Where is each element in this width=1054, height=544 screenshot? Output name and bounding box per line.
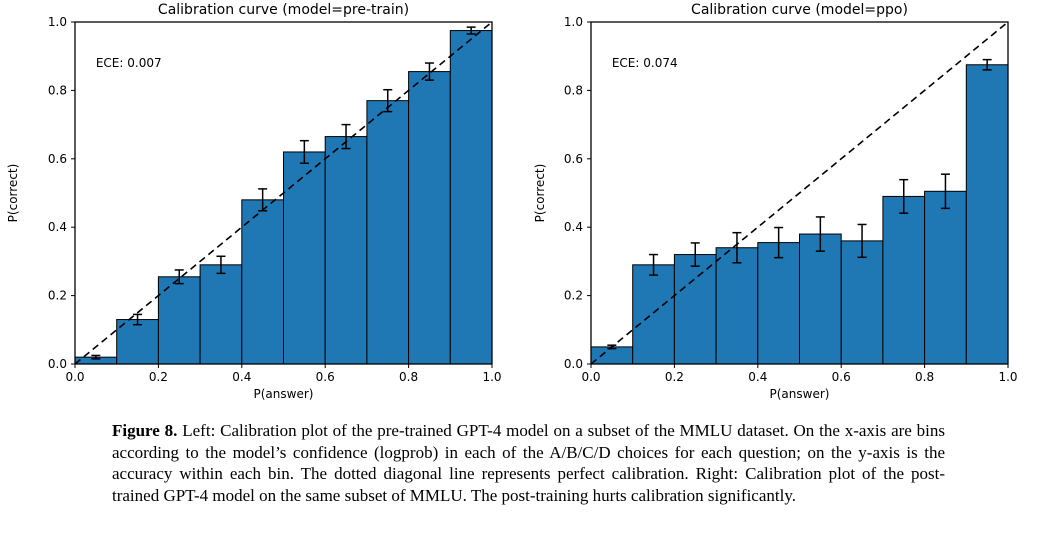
x-tick-label: 0.6	[316, 370, 335, 384]
figure-caption: Figure 8. Left: Calibration plot of the …	[112, 420, 945, 507]
x-tick-label: 0.0	[581, 370, 600, 384]
x-tick-label: 0.8	[399, 370, 418, 384]
y-axis-label: P(correct)	[533, 164, 547, 223]
chart-title: Calibration curve (model=pre-train)	[158, 2, 409, 18]
calibration-bar	[283, 151, 326, 365]
calibration-bar	[882, 195, 926, 365]
x-tick-label: 1.0	[998, 370, 1017, 384]
y-tick-label: 0.0	[564, 357, 583, 371]
calibration-bar	[924, 190, 967, 365]
ppo-calibration-plot: 0.0 0.2 0.4 0.6 0.8 1.0 0.0 0.2 0.4 0.6 0.8 1.0 P(an…	[533, 2, 1018, 401]
calibration-bar	[757, 242, 801, 365]
x-axis-label: P(answer)	[770, 387, 830, 401]
calibration-bar	[449, 30, 493, 365]
calibration-bar	[366, 100, 410, 365]
perfect-calibration-line	[590, 21, 1009, 365]
x-axis-label: P(answer)	[254, 387, 314, 401]
y-tick-label: 0.6	[48, 152, 67, 166]
y-tick-label: 0.8	[48, 83, 67, 97]
perfect-calibration-line	[74, 21, 493, 365]
x-tick-label: 0.2	[665, 370, 684, 384]
x-tick-label: 0.4	[232, 370, 251, 384]
calibration-bar	[408, 71, 451, 365]
x-tick-label: 0.6	[832, 370, 851, 384]
y-tick-label: 0.0	[48, 357, 67, 371]
x-tick-label: 0.0	[65, 370, 84, 384]
y-tick-label: 0.8	[564, 83, 583, 97]
x-tick-label: 1.0	[482, 370, 501, 384]
y-tick-label: 0.2	[48, 289, 67, 303]
calibration-bar	[799, 233, 842, 365]
chart-ppo: 0.0 0.2 0.4 0.6 0.8 1.0 0.0 0.2 0.4 0.6 0.8 1.0 P(an…	[527, 0, 1054, 412]
calibration-bar	[590, 346, 634, 365]
x-tick-label: 0.8	[915, 370, 934, 384]
figure-caption-label: Figure 8.	[112, 421, 178, 440]
calibration-bar	[241, 199, 285, 365]
calibration-bar	[632, 264, 675, 365]
y-axis-label: P(correct)	[6, 164, 20, 223]
chart-pretrain: 0.0 0.2 0.4 0.6 0.8 1.0 0.0 0.2 0.4 0.6 0.8 1.0 P(an…	[0, 0, 527, 412]
calibration-bar	[715, 247, 759, 365]
ece-annotation: ECE: 0.074	[612, 56, 678, 70]
y-tick-label: 0.2	[564, 289, 583, 303]
plot-frame	[74, 21, 493, 365]
y-tick-label: 0.4	[48, 220, 67, 234]
y-tick-label: 1.0	[564, 15, 583, 29]
calibration-bar	[324, 136, 368, 365]
calibration-bar	[965, 64, 1009, 365]
y-tick-label: 1.0	[48, 15, 67, 29]
chart-title: Calibration curve (model=ppo)	[691, 2, 908, 18]
y-tick-label: 0.4	[564, 220, 583, 234]
calibration-bar	[199, 264, 243, 365]
calibration-bar	[673, 254, 717, 365]
x-tick-label: 0.4	[748, 370, 767, 384]
figure-caption-text: Left: Calibration plot of the pre-traine…	[112, 421, 945, 506]
pretrain-calibration-plot: 0.0 0.2 0.4 0.6 0.8 1.0 0.0 0.2 0.4 0.6 0.8 1.0 P(an…	[6, 2, 502, 401]
calibration-bar	[840, 240, 884, 365]
ece-annotation: ECE: 0.007	[96, 56, 162, 70]
calibration-bar	[116, 319, 159, 365]
y-tick-label: 0.6	[564, 152, 583, 166]
charts-row: 0.0 0.2 0.4 0.6 0.8 1.0 0.0 0.2 0.4 0.6 0.8 1.0 P(an…	[0, 0, 1054, 412]
plot-frame	[590, 21, 1009, 365]
x-tick-label: 0.2	[149, 370, 168, 384]
